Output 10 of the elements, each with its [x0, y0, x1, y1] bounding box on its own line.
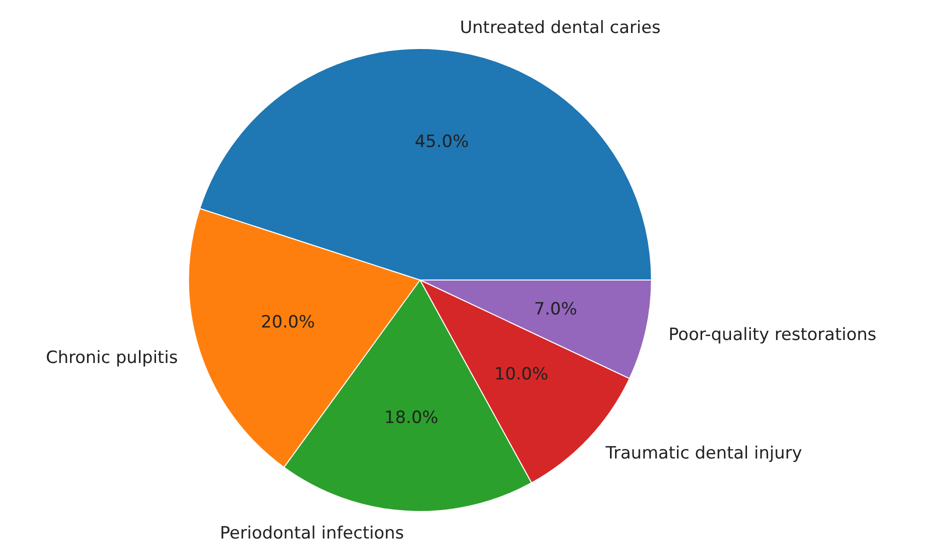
slice-label: Untreated dental caries — [460, 18, 661, 38]
slice-label: Periodontal infections — [220, 524, 404, 544]
data-label: 10.0% — [494, 364, 548, 385]
data-label: 20.0% — [260, 312, 315, 332]
data-label: 45.0% — [414, 132, 469, 152]
data-label: 7.0% — [534, 300, 578, 320]
data-label: 18.0% — [384, 408, 438, 428]
slice-label: Poor-quality restorations — [668, 324, 877, 345]
slice-label: Traumatic dental injury — [604, 444, 802, 464]
slice-label: Chronic pulpitis — [46, 348, 178, 368]
